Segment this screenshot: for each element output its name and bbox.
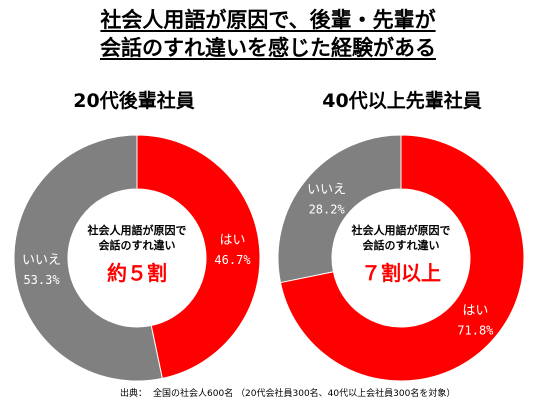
right-chart-title: 40代以上先輩社員 [322, 90, 482, 112]
chart-1-center-line-2: 会話のすれ違い [363, 238, 440, 252]
chart-0-value-label-0: 46.7% [214, 253, 251, 267]
left-chart-title: 20代後輩社員 [73, 90, 195, 112]
chart-0-slice-0 [136, 134, 261, 379]
chart-0-center-line-2: 会話のすれ違い [99, 238, 176, 252]
chart-0-category-label-1: いいえ [22, 253, 61, 268]
chart-1-value-label-1: 28.2% [309, 202, 346, 216]
chart-0-value-label-1: 53.3% [23, 273, 60, 287]
chart-0-center-highlight: 約５割 [107, 261, 167, 285]
chart-1-category-label-0: はい [462, 304, 488, 319]
chart-1-value-label-0: 71.8% [457, 324, 494, 338]
chart-1-center-line-1: 社会人用語が原因で [351, 223, 451, 237]
chart-0-slice-1 [13, 134, 163, 382]
chart-1-slice-1-label: いいえ 28.2% [307, 182, 346, 216]
chart-0-slice-1-label: いいえ 53.3% [22, 253, 61, 287]
chart-1-slice-1 [277, 134, 402, 284]
chart-0-center-line-1: 社会人用語が原因で [87, 223, 187, 237]
source-label: 出典： [120, 389, 148, 399]
source-note: 出典： 全国の社会人600名 （20代会社員300名、40代以上会社員300名を対… [120, 386, 530, 399]
chart-0-category-label-0: はい [219, 233, 245, 248]
source-text: 全国の社会人600名 （20代会社員300名、40代以上会社員300名を対象） [153, 389, 456, 399]
chart-1-center-highlight: ７割以上 [361, 261, 441, 285]
chart-1-slice-0-label: はい 71.8% [457, 304, 494, 338]
chart-title: 社会人用語が原因で、後輩・先輩が 会話のすれ違いを感じた経験がある [0, 6, 536, 62]
chart-1-slice-0 [279, 134, 525, 382]
chart-1-category-label-1: いいえ [307, 182, 346, 197]
chart-0-slice-0-label: はい 46.7% [214, 233, 251, 267]
title-line-1: 社会人用語が原因で、後輩・先輩が [100, 8, 436, 32]
title-line-2: 会話のすれ違いを感じた経験がある [100, 36, 436, 60]
